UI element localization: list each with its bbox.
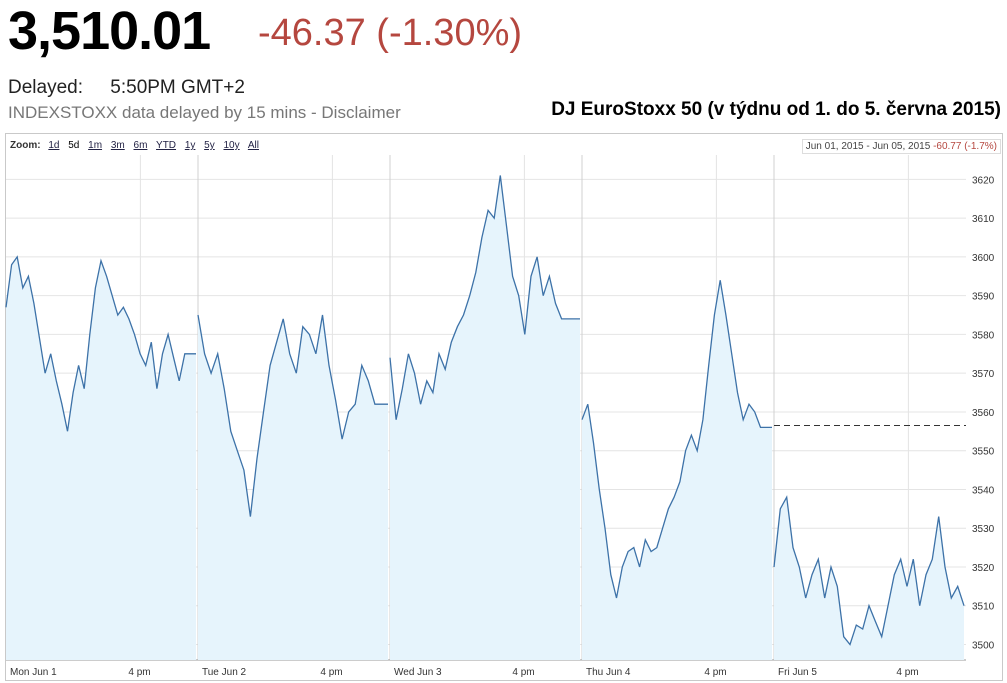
range-to: Jun 05, 2015 (872, 141, 931, 152)
zoom-5y[interactable]: 5y (204, 140, 215, 151)
zoom-3m[interactable]: 3m (110, 140, 125, 151)
y-tick-label: 3580 (972, 330, 995, 341)
y-tick-label: 3530 (972, 524, 995, 535)
price-line-day-2 (197, 314, 388, 517)
y-tick-label: 3590 (972, 292, 995, 303)
area-fill-day-4 (582, 280, 772, 660)
zoom-label: Zoom: (10, 140, 41, 151)
y-tick-label: 3540 (972, 485, 995, 496)
area-fill-day-1 (6, 256, 196, 660)
zoom-10y[interactable]: 10y (223, 140, 240, 151)
delay-status: Delayed: 5:50PM GMT+2 (8, 77, 245, 99)
y-tick-label: 3520 (972, 563, 995, 574)
y-tick-label: 3570 (972, 369, 995, 380)
index-price: 3,510.01 (8, 1, 211, 61)
price-line-day-5 (773, 495, 965, 646)
x-tick-label: 4 pm (512, 667, 534, 678)
zoom-1y[interactable]: 1y (184, 140, 196, 151)
x-tick-label: Wed Jun 3 (394, 667, 442, 678)
price-line-day-1 (5, 255, 196, 432)
chart-frame (5, 133, 1003, 681)
x-tick-label: 4 pm (128, 667, 150, 678)
x-tick-label: 4 pm (896, 667, 918, 678)
zoom-1d[interactable]: 1d (48, 140, 60, 151)
area-fill-day-2 (198, 315, 388, 660)
delayed-label: Delayed: (8, 77, 83, 98)
data-disclaimer[interactable]: INDEXSTOXX data delayed by 15 mins - Dis… (8, 103, 401, 122)
zoom-5d[interactable]: 5d (68, 140, 80, 151)
y-tick-label: 3620 (972, 175, 995, 186)
zoom-all[interactable]: All (247, 140, 259, 151)
range-from: Jun 01, 2015 (805, 141, 864, 152)
area-fill-day-5 (774, 497, 964, 660)
y-tick-label: 3600 (972, 253, 995, 264)
price-change: -46.37 (-1.30%) (258, 12, 523, 54)
x-tick-label: Tue Jun 2 (202, 667, 247, 678)
zoom-1m[interactable]: 1m (88, 140, 103, 151)
y-tick-label: 3510 (972, 602, 995, 613)
zoom-6m[interactable]: 6m (133, 140, 148, 151)
y-tick-label: 3560 (972, 408, 995, 419)
y-tick-label: 3500 (972, 640, 995, 651)
x-tick-label: Fri Jun 5 (778, 667, 817, 678)
x-tick-label: Mon Jun 1 (10, 667, 57, 678)
price-line-day-3 (389, 175, 580, 420)
x-tick-label: 4 pm (320, 667, 342, 678)
zoom-ytd[interactable]: YTD (156, 140, 177, 151)
date-range: Jun 01, 2015 - Jun 05, 2015 -60.77 (-1.7… (801, 139, 1001, 154)
y-tick-label: 3550 (972, 447, 995, 458)
range-sep: - (866, 141, 870, 152)
range-change: -60.77 (-1.7%) (933, 141, 997, 152)
zoom-bar: Zoom: 1d 5d 1m 3m 6m YTD 1y 5y 10y All (10, 140, 265, 151)
y-tick-label: 3610 (972, 214, 995, 225)
x-tick-label: 4 pm (704, 667, 726, 678)
price-line-day-4 (581, 280, 772, 599)
delayed-time: 5:50PM GMT+2 (110, 77, 245, 98)
overlay-title: DJ EuroStoxx 50 (v týdnu od 1. do 5. čer… (551, 99, 1001, 120)
area-fill-day-3 (390, 175, 580, 660)
x-tick-label: Thu Jun 4 (586, 667, 631, 678)
